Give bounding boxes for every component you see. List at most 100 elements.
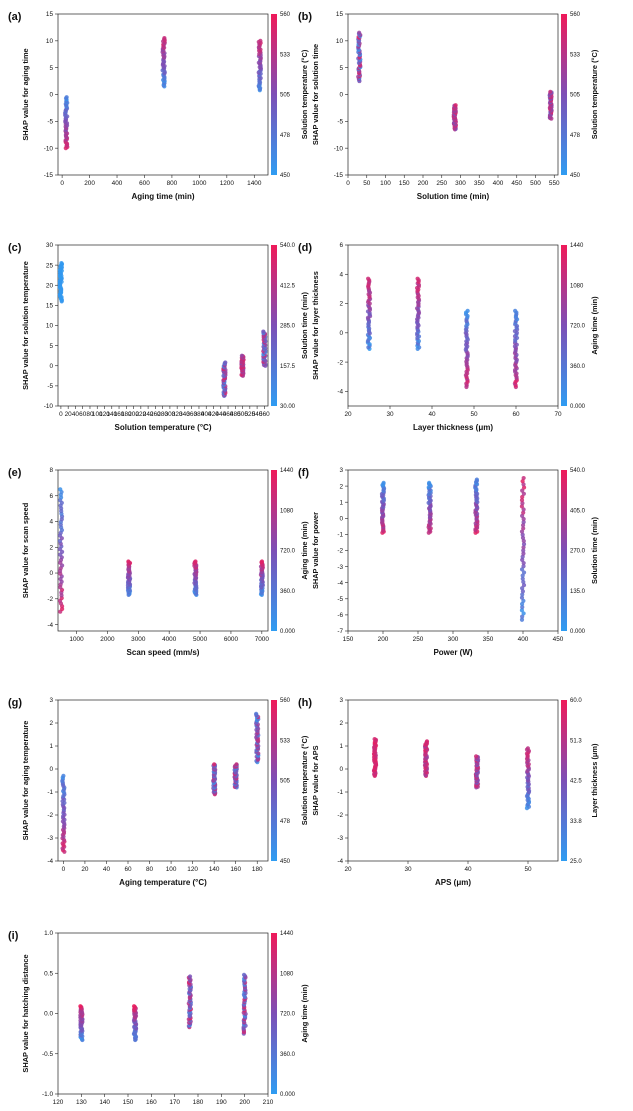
x-tick-label: 420 [208,411,219,418]
x-tick-label: 60 [79,411,87,418]
y-tick-label: 15 [336,11,344,18]
plot-frame [347,699,559,862]
y-tick-label: 1 [49,743,53,750]
colorbar-tick-label: 1080 [280,971,294,977]
x-tick-label: 400 [201,411,212,418]
data-point [239,353,245,358]
x-tick-label: 280 [157,411,168,418]
y-tick-label: -1 [47,789,53,796]
data-point [424,739,430,744]
y-tick-label: 2 [339,301,343,308]
x-tick-label: 380 [194,411,205,418]
y-tick-label: 0 [339,516,343,523]
panel-h: (h) 20 30 40 50 -4 -3 -2 -1 0 1 2 3 APS (μm) SHAP valu… [298,697,599,887]
data-point [258,38,263,43]
data-point [241,972,247,977]
y-tick-label: -3 [337,835,343,842]
panel-letter: (e) [8,467,22,479]
x-tick-label: 200 [378,636,389,643]
x-tick-label: 210 [263,1099,274,1106]
data-point [520,488,525,493]
colorbar-label: Aging time (min) [300,521,309,580]
colorbar-tick-label: 0.000 [570,629,586,635]
colorbar [271,700,277,861]
colorbar-label: Solution time (min) [300,292,309,359]
y-tick-label: 0 [49,363,53,370]
data-point [453,103,458,108]
data-point [519,595,525,600]
x-tick-label: 140 [209,866,220,873]
panel-letter: (h) [298,697,312,709]
data-point [212,762,217,767]
x-tick-label: 120 [53,1099,64,1106]
data-point [521,542,527,547]
data-point [521,579,526,585]
colorbar-tick-label: 560 [280,12,291,18]
colorbar-tick-label: 285.0 [280,324,296,330]
x-axis-label: Solution temperature (°C) [115,423,212,432]
y-axis-label: SHAP value for layer thickness [311,271,320,380]
panel-letter: (d) [298,242,312,254]
colorbar-tick-label: 720.0 [570,324,586,330]
data-point [521,475,526,481]
data-point [259,559,265,564]
y-tick-label: 6 [339,242,343,249]
x-tick-label: 520 [244,411,255,418]
x-tick-label: 80 [146,866,154,873]
plot-frame [347,13,559,176]
data-point [519,608,525,613]
x-tick-label: 350 [474,180,485,187]
x-tick-label: 220 [136,411,147,418]
x-axis-label: Aging time (min) [131,192,194,201]
data-point [193,559,198,564]
x-tick-label: 0 [62,866,66,873]
x-tick-label: 480 [230,411,241,418]
data-point [520,523,526,528]
x-tick-label: 100 [92,411,103,418]
x-tick-label: 4000 [162,636,177,643]
colorbar-label: Solution temperature (°C) [300,735,309,825]
y-tick-label: 3 [339,697,343,704]
x-tick-label: 1000 [192,180,207,187]
x-tick-label: 450 [511,180,522,187]
colorbar-tick-label: 560 [280,698,291,704]
y-tick-label: -4 [47,622,53,629]
y-tick-label: -4 [337,580,343,587]
y-axis-label: SHAP value for APS [311,745,320,815]
colorbar [561,470,567,631]
data-point [521,570,527,575]
y-tick-label: -10 [44,145,54,152]
y-tick-label: -2 [47,596,53,603]
colorbar-tick-label: 505 [280,93,291,99]
data-point [520,535,526,540]
x-tick-label: 300 [455,180,466,187]
x-tick-label: 20 [344,866,352,873]
y-tick-label: 10 [46,323,54,330]
colorbar-label: Layer thickness (μm) [590,743,599,817]
colorbar-tick-label: 0.000 [280,1092,296,1098]
y-tick-label: 5 [339,65,343,72]
x-tick-label: 550 [549,180,560,187]
colorbar-tick-label: 157.5 [280,364,296,370]
data-point [521,551,526,556]
y-tick-label: -4 [337,858,343,865]
y-tick-label: -5 [337,119,343,126]
data-point [521,582,527,588]
x-tick-label: 7000 [255,636,270,643]
y-tick-label: -3 [337,564,343,571]
x-tick-label: 360 [186,411,197,418]
y-tick-label: -5 [337,596,343,603]
y-tick-label: -4 [337,389,343,396]
x-tick-label: 2000 [100,636,115,643]
x-tick-label: 150 [343,636,354,643]
data-point [59,261,64,266]
x-tick-label: 540 [252,411,263,418]
x-tick-label: 460 [223,411,234,418]
x-axis-label: Layer thickness (μm) [413,423,493,432]
x-tick-label: 20 [81,866,89,873]
data-point [521,598,526,603]
colorbar-tick-label: 360.0 [570,364,586,370]
x-tick-label: 180 [252,866,263,873]
y-tick-label: 15 [46,11,54,18]
